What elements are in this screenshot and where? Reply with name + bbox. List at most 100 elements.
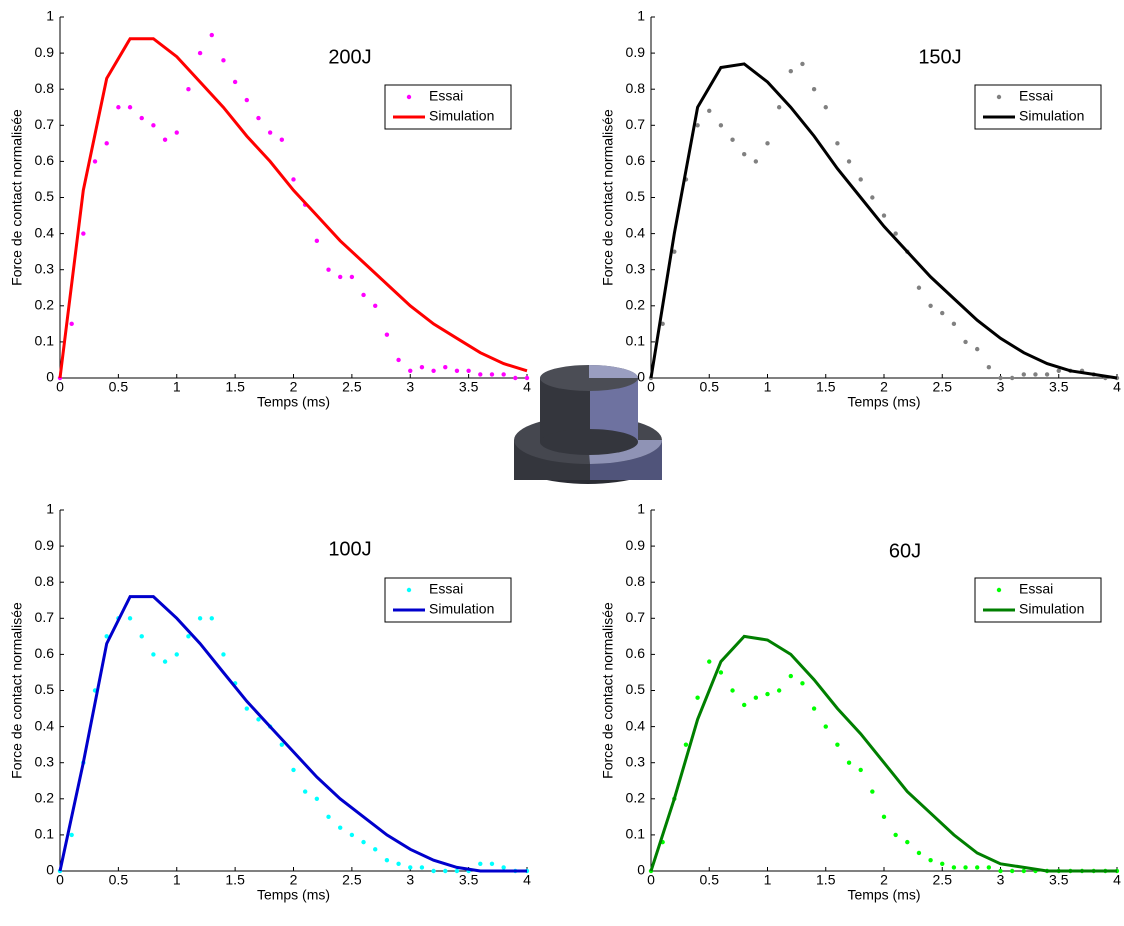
data-point: [326, 267, 331, 272]
y-tick-label: 1: [637, 501, 645, 517]
y-tick-label: 0.1: [35, 826, 55, 842]
data-point: [69, 832, 74, 838]
data-point: [707, 108, 712, 114]
x-tick-label: 1.5: [816, 872, 836, 888]
chart-panel: 0 0.5 1 1.5 2 2.5 3 3.5 4 0 0.1 0.2 0.3 0.4 0.5 0.6 0.7 0…: [9, 501, 531, 903]
x-tick-label: 0.5: [700, 379, 720, 395]
x-tick-label: 3.5: [1049, 872, 1069, 888]
y-tick-label: 0.6: [35, 645, 55, 661]
data-point: [209, 616, 214, 621]
legend-box: [974, 84, 1102, 130]
data-point: [524, 375, 530, 381]
data-point: [501, 372, 506, 377]
data-point: [986, 364, 992, 370]
y-tick-label: 0.9: [626, 44, 646, 60]
y-tick-label: 1: [46, 8, 54, 24]
data-point: [788, 673, 793, 679]
data-point: [279, 742, 285, 747]
data-point: [800, 61, 805, 67]
x-tick-label: 2: [880, 379, 888, 395]
data-point: [1056, 368, 1061, 373]
data-point: [858, 177, 863, 182]
data-point: [963, 339, 968, 345]
chart-title: 60J: [889, 540, 921, 562]
data-point: [800, 681, 805, 686]
data-point: [742, 702, 747, 708]
x-axis-label: Temps (ms): [257, 887, 330, 903]
data-point: [291, 177, 296, 182]
data-point: [69, 321, 74, 327]
series-line: [58, 595, 527, 873]
data-point: [951, 321, 957, 327]
y-tick-label: 0.7: [35, 609, 55, 625]
cylinder-model: [514, 365, 662, 484]
x-tick-label: 0: [647, 872, 655, 888]
legend-marker: [406, 94, 412, 100]
data-point: [431, 368, 436, 373]
legend-box: [384, 577, 512, 623]
data-point: [870, 195, 875, 200]
x-tick-label: 3.5: [459, 379, 479, 395]
data-point: [998, 375, 1003, 381]
y-tick-label: 0.8: [626, 80, 646, 96]
x-tick-label: 1: [764, 379, 772, 395]
series-line: [649, 62, 1118, 380]
data-point: [489, 861, 495, 866]
data-point: [765, 141, 770, 146]
data-point: [361, 292, 366, 298]
data-point: [279, 137, 285, 142]
y-tick-label: 0.4: [626, 224, 646, 240]
data-point: [928, 857, 933, 863]
data-point: [127, 616, 133, 621]
y-tick-label: 0.1: [35, 333, 55, 349]
y-tick-label: 0.9: [35, 44, 55, 60]
data-point: [267, 130, 273, 135]
chart-panel: 0 0.5 1 1.5 2 2.5 3 3.5 4 0 0.1 0.2 0.3 0.4 0.5 0.6 0.7 0…: [9, 8, 531, 410]
data-point: [975, 865, 980, 870]
x-tick-label: 3: [997, 379, 1005, 395]
y-tick-label: 0.3: [626, 753, 646, 769]
x-tick-label: 2.5: [342, 379, 362, 395]
x-axis-label: Temps (ms): [847, 887, 920, 903]
data-point: [1033, 372, 1038, 377]
legend-label: Essai: [429, 88, 463, 104]
data-point: [753, 159, 759, 164]
x-tick-label: 1.5: [816, 379, 836, 395]
x-tick-label: 0: [56, 872, 64, 888]
data-point: [116, 105, 121, 110]
legend-label: Simulation: [429, 601, 494, 617]
data-point: [881, 213, 887, 218]
data-point: [1009, 375, 1015, 381]
y-tick-label: 0.9: [626, 537, 646, 553]
data-point: [162, 659, 168, 664]
data-point: [835, 141, 840, 146]
data-point: [361, 839, 366, 845]
y-tick-label: 0.2: [35, 790, 55, 806]
data-point: [221, 58, 226, 63]
data-point: [718, 123, 724, 128]
data-point: [478, 861, 483, 866]
data-point: [419, 865, 425, 870]
data-point: [197, 616, 203, 621]
x-tick-label: 4: [523, 872, 531, 888]
data-point: [162, 137, 168, 142]
data-point: [326, 814, 331, 820]
data-point: [916, 850, 922, 856]
data-point: [314, 796, 320, 801]
data-point: [478, 372, 483, 377]
y-axis-label: Force de contact normalisée: [9, 109, 25, 286]
data-point: [513, 375, 518, 381]
data-point: [811, 87, 817, 92]
x-tick-label: 0: [56, 379, 64, 395]
data-point: [718, 670, 724, 675]
data-point: [672, 249, 677, 254]
data-point: [256, 717, 261, 722]
data-point: [1021, 868, 1026, 874]
data-point: [186, 87, 191, 92]
data-point: [396, 861, 401, 866]
x-tick-label: 0.5: [109, 379, 129, 395]
x-tick-label: 3: [997, 872, 1005, 888]
x-tick-label: 1: [764, 872, 772, 888]
y-tick-label: 0.1: [626, 826, 646, 842]
x-tick-label: 0.5: [109, 872, 129, 888]
